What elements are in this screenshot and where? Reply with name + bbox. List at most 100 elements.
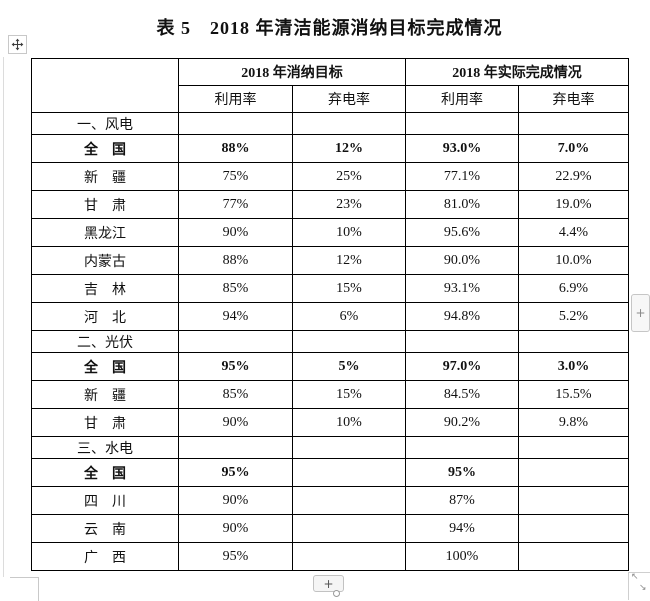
value-cell[interactable]: 6% xyxy=(292,302,406,331)
table-move-handle[interactable] xyxy=(8,35,27,54)
col-group-header[interactable]: 2018 年实际完成情况 xyxy=(405,58,629,86)
value-cell[interactable]: 90% xyxy=(178,486,293,515)
value-cell[interactable]: 10% xyxy=(292,218,406,247)
region-cell[interactable]: 新 疆 xyxy=(31,162,179,191)
sub-header[interactable]: 弃电率 xyxy=(518,85,629,113)
region-cell[interactable]: 广 西 xyxy=(31,542,179,571)
value-cell[interactable]: 90% xyxy=(178,408,293,437)
plus-icon: + xyxy=(635,306,646,320)
sub-header[interactable]: 利用率 xyxy=(405,85,519,113)
empty-cell[interactable] xyxy=(178,112,293,135)
region-cell[interactable]: 云 南 xyxy=(31,514,179,543)
value-cell[interactable]: 97.0% xyxy=(405,352,519,381)
value-cell[interactable]: 81.0% xyxy=(405,190,519,219)
value-cell[interactable]: 10% xyxy=(292,408,406,437)
value-cell[interactable]: 15% xyxy=(292,274,406,303)
empty-cell[interactable] xyxy=(405,330,519,353)
section-label[interactable]: 一、风电 xyxy=(31,112,179,135)
value-cell[interactable]: 90.0% xyxy=(405,246,519,275)
value-cell[interactable]: 12% xyxy=(292,246,406,275)
value-cell[interactable]: 22.9% xyxy=(518,162,629,191)
value-cell[interactable]: 95.6% xyxy=(405,218,519,247)
value-cell[interactable]: 94.8% xyxy=(405,302,519,331)
region-cell[interactable]: 新 疆 xyxy=(31,380,179,409)
value-cell[interactable]: 90% xyxy=(178,514,293,543)
value-cell[interactable] xyxy=(292,542,406,571)
value-cell[interactable]: 15.5% xyxy=(518,380,629,409)
value-cell[interactable] xyxy=(518,514,629,543)
value-cell[interactable]: 90% xyxy=(178,218,293,247)
region-cell[interactable]: 四 川 xyxy=(31,486,179,515)
empty-cell[interactable] xyxy=(178,330,293,353)
value-cell[interactable] xyxy=(292,458,406,487)
value-cell[interactable]: 77.1% xyxy=(405,162,519,191)
value-cell[interactable]: 95% xyxy=(178,352,293,381)
empty-cell[interactable] xyxy=(518,436,629,459)
value-cell[interactable]: 15% xyxy=(292,380,406,409)
value-cell[interactable] xyxy=(292,486,406,515)
section-label[interactable]: 二、光伏 xyxy=(31,330,179,353)
value-cell[interactable]: 6.9% xyxy=(518,274,629,303)
value-cell[interactable]: 93.0% xyxy=(405,134,519,163)
col-group-header[interactable]: 2018 年消纳目标 xyxy=(178,58,406,86)
value-cell[interactable]: 19.0% xyxy=(518,190,629,219)
value-cell[interactable] xyxy=(292,514,406,543)
value-cell[interactable]: 100% xyxy=(405,542,519,571)
value-cell[interactable]: 94% xyxy=(405,514,519,543)
value-cell[interactable]: 93.1% xyxy=(405,274,519,303)
region-cell[interactable]: 全 国 xyxy=(31,134,179,163)
empty-cell[interactable] xyxy=(405,112,519,135)
region-cell[interactable]: 全 国 xyxy=(31,352,179,381)
table-row: 全 国 95% 5% 97.0% 3.0% xyxy=(31,352,629,381)
region-cell[interactable]: 甘 肃 xyxy=(31,190,179,219)
value-cell[interactable]: 9.8% xyxy=(518,408,629,437)
table-row: 内蒙古 88% 12% 90.0% 10.0% xyxy=(31,246,629,275)
section-row: 三、水电 xyxy=(31,436,629,459)
value-cell[interactable]: 85% xyxy=(178,274,293,303)
empty-cell[interactable] xyxy=(405,436,519,459)
value-cell[interactable]: 85% xyxy=(178,380,293,409)
sub-header[interactable]: 弃电率 xyxy=(292,85,406,113)
value-cell[interactable]: 95% xyxy=(178,542,293,571)
value-cell[interactable]: 77% xyxy=(178,190,293,219)
empty-cell[interactable] xyxy=(518,112,629,135)
row-header-blank[interactable] xyxy=(31,58,179,113)
value-cell[interactable]: 10.0% xyxy=(518,246,629,275)
table-resize-handle[interactable]: ↖ ↘ xyxy=(628,572,650,600)
empty-cell[interactable] xyxy=(518,330,629,353)
value-cell[interactable]: 88% xyxy=(178,134,293,163)
value-cell[interactable]: 5.2% xyxy=(518,302,629,331)
value-cell[interactable]: 5% xyxy=(292,352,406,381)
empty-cell[interactable] xyxy=(292,436,406,459)
section-label[interactable]: 三、水电 xyxy=(31,436,179,459)
value-cell[interactable]: 12% xyxy=(292,134,406,163)
region-cell[interactable]: 全 国 xyxy=(31,458,179,487)
region-cell[interactable]: 河 北 xyxy=(31,302,179,331)
value-cell[interactable]: 95% xyxy=(405,458,519,487)
add-row-button[interactable]: + xyxy=(313,575,344,592)
value-cell[interactable]: 87% xyxy=(405,486,519,515)
empty-cell[interactable] xyxy=(178,436,293,459)
value-cell[interactable]: 75% xyxy=(178,162,293,191)
value-cell[interactable] xyxy=(518,542,629,571)
value-cell[interactable]: 4.4% xyxy=(518,218,629,247)
sub-header[interactable]: 利用率 xyxy=(178,85,293,113)
value-cell[interactable]: 94% xyxy=(178,302,293,331)
value-cell[interactable]: 95% xyxy=(178,458,293,487)
value-cell[interactable]: 90.2% xyxy=(405,408,519,437)
value-cell[interactable]: 23% xyxy=(292,190,406,219)
region-cell[interactable]: 内蒙古 xyxy=(31,246,179,275)
region-cell[interactable]: 甘 肃 xyxy=(31,408,179,437)
region-cell[interactable]: 吉 林 xyxy=(31,274,179,303)
value-cell[interactable] xyxy=(518,458,629,487)
value-cell[interactable]: 3.0% xyxy=(518,352,629,381)
value-cell[interactable]: 7.0% xyxy=(518,134,629,163)
region-cell[interactable]: 黑龙江 xyxy=(31,218,179,247)
empty-cell[interactable] xyxy=(292,112,406,135)
value-cell[interactable] xyxy=(518,486,629,515)
value-cell[interactable]: 88% xyxy=(178,246,293,275)
value-cell[interactable]: 25% xyxy=(292,162,406,191)
value-cell[interactable]: 84.5% xyxy=(405,380,519,409)
empty-cell[interactable] xyxy=(292,330,406,353)
add-column-button[interactable]: + xyxy=(631,294,650,332)
